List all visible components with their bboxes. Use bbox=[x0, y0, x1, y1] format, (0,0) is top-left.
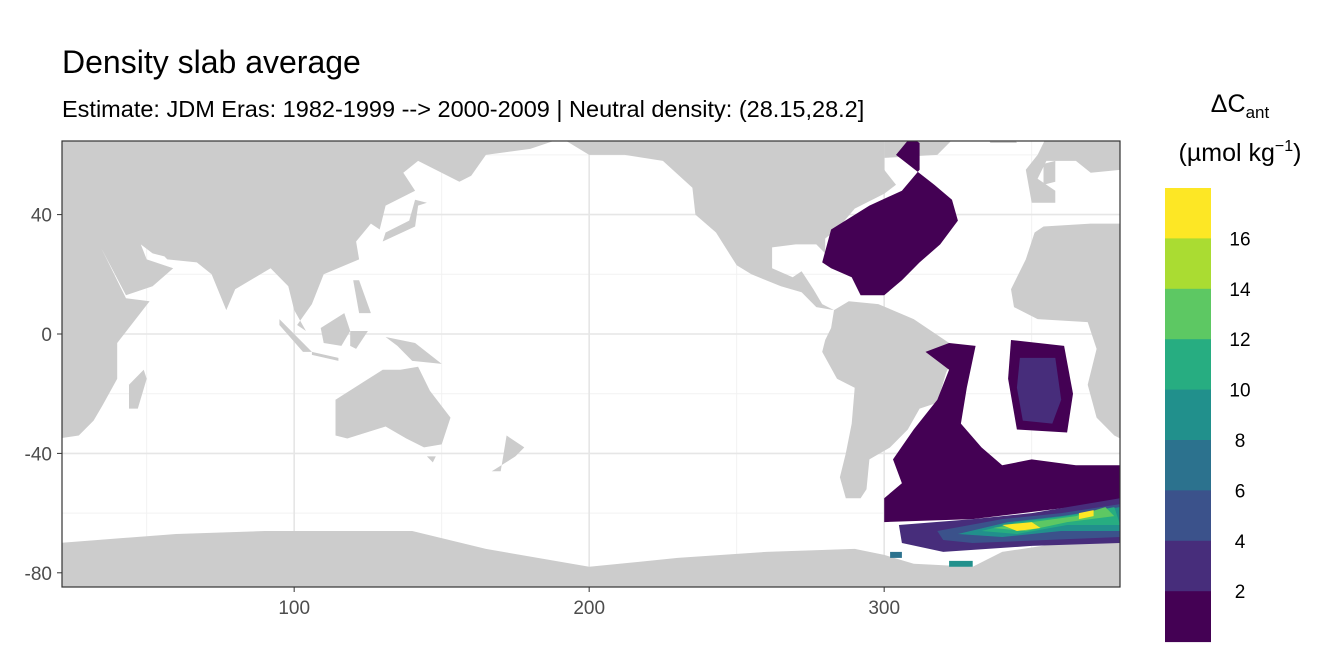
legend-title: ΔCant bbox=[1211, 90, 1270, 122]
legend-units-main: (µmol kg bbox=[1179, 139, 1275, 167]
land-polygon bbox=[426, 456, 436, 463]
land-polygon bbox=[279, 319, 312, 352]
legend-break-label: 14 bbox=[1229, 280, 1251, 301]
legend-color-swatch bbox=[1165, 591, 1211, 643]
land-polygon bbox=[491, 435, 525, 472]
delta-cant-region bbox=[1078, 510, 1094, 520]
legend-color-swatch bbox=[1165, 440, 1211, 491]
legend-break-label: 2 bbox=[1235, 582, 1246, 603]
legend-break-label: 12 bbox=[1229, 330, 1250, 351]
legend-color-swatch bbox=[1165, 238, 1211, 290]
legend-break-label: 8 bbox=[1235, 431, 1246, 452]
land-polygon bbox=[1011, 223, 1120, 439]
land-polygon bbox=[62, 225, 150, 438]
panel-border bbox=[61, 140, 1121, 588]
land-polygon bbox=[385, 337, 442, 364]
legend-break-label: 16 bbox=[1229, 229, 1250, 250]
legend-break-label: 4 bbox=[1235, 532, 1246, 553]
legend: ΔCant (µmol kg−1) 2 4 6 8 10 12 14 16 bbox=[1165, 90, 1302, 643]
legend-color-swatch bbox=[1165, 389, 1211, 441]
legend-color-swatch bbox=[1165, 188, 1211, 239]
delta-cant-region bbox=[1002, 522, 1041, 531]
land-polygon bbox=[311, 351, 339, 361]
land-polygon bbox=[320, 313, 351, 346]
legend-title-main: ΔC bbox=[1211, 90, 1246, 118]
chart-subtitle: Estimate: JDM Eras: 1982-1999 --> 2000-2… bbox=[62, 96, 864, 122]
legend-units-exp: −1 bbox=[1275, 138, 1293, 155]
land-polygon bbox=[822, 301, 958, 499]
delta-cant-region bbox=[949, 560, 973, 567]
land-polygon bbox=[1043, 160, 1056, 185]
legend-color-swatch bbox=[1165, 339, 1211, 391]
chart-title: Density slab average bbox=[62, 44, 361, 80]
delta-cant-region bbox=[884, 343, 1120, 523]
land-polygon bbox=[62, 141, 554, 331]
legend-units-close: ) bbox=[1293, 139, 1301, 167]
legend-color-swatch bbox=[1165, 490, 1211, 542]
delta-cant-region bbox=[890, 551, 902, 558]
land-polygon bbox=[129, 369, 147, 409]
land-polygon bbox=[62, 531, 1120, 587]
delta-cant-region bbox=[822, 141, 958, 296]
legend-break-label: 10 bbox=[1229, 381, 1250, 402]
x-tick-label: 100 bbox=[278, 598, 310, 619]
land-mask bbox=[62, 141, 1120, 587]
land-polygon bbox=[1025, 141, 1120, 203]
legend-color-swatch bbox=[1165, 288, 1211, 340]
land-polygon bbox=[350, 331, 368, 349]
land-polygon bbox=[335, 366, 451, 448]
y-tick-label: -40 bbox=[25, 444, 52, 465]
legend-units: (µmol kg−1) bbox=[1179, 138, 1302, 167]
delta-cant-region bbox=[1016, 357, 1062, 424]
y-tick-label: -80 bbox=[25, 564, 52, 585]
delta-cant-field bbox=[822, 141, 1120, 567]
y-tick-label: 40 bbox=[31, 206, 52, 227]
land-polygon bbox=[353, 280, 371, 314]
legend-break-label: 6 bbox=[1235, 481, 1246, 502]
x-tick-label: 300 bbox=[868, 598, 900, 619]
legend-color-swatch bbox=[1165, 540, 1211, 592]
land-polygon bbox=[566, 141, 896, 311]
y-tick-label: 0 bbox=[41, 325, 52, 346]
land-polygon bbox=[382, 199, 427, 242]
legend-title-sub: ant bbox=[1246, 103, 1270, 122]
x-tick-label: 200 bbox=[573, 598, 605, 619]
land-polygon bbox=[989, 141, 1017, 143]
